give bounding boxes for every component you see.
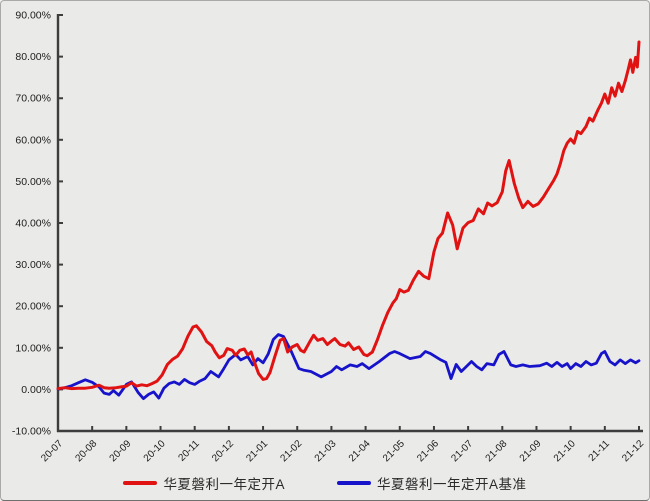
y-axis-label: 30.00% xyxy=(15,259,51,271)
x-axis-label: 21-04 xyxy=(347,438,373,464)
legend-swatch xyxy=(337,481,371,485)
legend-item-1: 华夏磐利一年定开A基准 xyxy=(337,473,527,493)
x-axis-label: 21-11 xyxy=(587,438,613,464)
x-axis-label: 21-10 xyxy=(552,438,578,464)
y-axis-label: 0.00% xyxy=(21,384,51,396)
series-line-1 xyxy=(56,333,641,401)
legend-swatch xyxy=(123,481,158,485)
y-axis-label: 60.00% xyxy=(15,134,51,146)
axes xyxy=(56,14,643,433)
y-axis-label: 90.00% xyxy=(15,10,51,22)
y-axis-label: 20.00% xyxy=(15,301,51,313)
x-axis-label: 21-09 xyxy=(518,438,544,464)
y-axis: 90.00% 80.00% 70.00% 60.00% 50.00% 40.00% 30.0… xyxy=(12,10,63,438)
x-axis-label: 21-03 xyxy=(313,438,339,464)
plot-area: 90.00% 80.00% 70.00% 60.00% 50.00% 40.00% 30.0… xyxy=(12,10,647,465)
legend: 华夏磐利一年定开A 华夏磐利一年定开A基准 xyxy=(1,473,649,493)
series-line-0 xyxy=(56,40,641,391)
y-axis-label: -10.00% xyxy=(12,426,51,438)
x-axis-label: 20-12 xyxy=(210,438,236,464)
x-axis-label: 21-02 xyxy=(278,438,304,464)
x-axis-label: 20-08 xyxy=(73,438,99,464)
x-axis-label: 21-12 xyxy=(620,438,646,464)
y-axis-label: 40.00% xyxy=(15,218,51,230)
y-axis-label: 70.00% xyxy=(15,93,51,105)
legend-item-0: 华夏磐利一年定开A xyxy=(123,473,285,493)
x-axis-label: 21-08 xyxy=(484,438,510,464)
x-axis-label: 20-11 xyxy=(176,438,202,464)
x-axis-label: 21-01 xyxy=(244,438,270,464)
legend-label: 华夏磐利一年定开A基准 xyxy=(377,477,527,492)
y-axis-label: 50.00% xyxy=(15,176,51,188)
x-axis-label: 21-05 xyxy=(381,438,407,464)
x-axis-label: 21-07 xyxy=(449,438,475,464)
x-axis-label: 20-09 xyxy=(108,438,134,464)
y-axis-label: 10.00% xyxy=(15,342,51,354)
x-axis-label: 20-10 xyxy=(142,438,168,464)
x-axis-label: 20-07 xyxy=(39,438,65,464)
x-axis-label: 21-06 xyxy=(415,438,441,464)
y-axis-label: 80.00% xyxy=(15,51,51,63)
legend-label: 华夏磐利一年定开A xyxy=(163,477,285,492)
